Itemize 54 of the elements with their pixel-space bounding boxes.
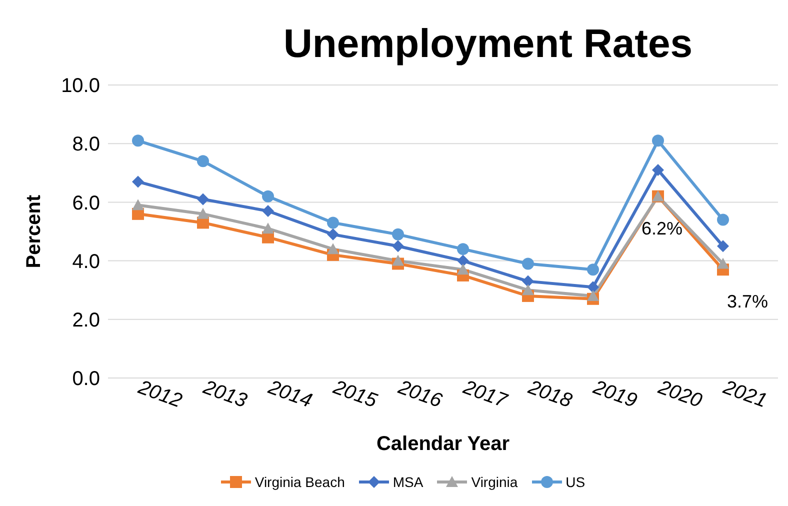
y-tick-label: 2.0 bbox=[72, 310, 100, 332]
point bbox=[652, 164, 664, 176]
point bbox=[197, 208, 209, 219]
x-tick-label: 2021 bbox=[719, 376, 770, 412]
y-tick-label: 8.0 bbox=[72, 134, 100, 156]
point bbox=[457, 254, 469, 267]
point bbox=[587, 264, 599, 276]
point bbox=[717, 258, 729, 269]
x-tick-label: 2018 bbox=[524, 376, 575, 412]
y-tick-label: 6.0 bbox=[72, 192, 100, 214]
y-tick-label: 10.0 bbox=[61, 75, 100, 98]
y-axis-title: Percent bbox=[23, 194, 46, 268]
point bbox=[132, 199, 144, 210]
point bbox=[652, 134, 664, 147]
point bbox=[392, 228, 404, 240]
x-tick-label: 2013 bbox=[199, 376, 250, 412]
legend-label: US bbox=[566, 474, 586, 490]
point bbox=[132, 176, 144, 188]
x-tick-label: 2019 bbox=[589, 376, 640, 412]
x-tick-label: 2014 bbox=[264, 376, 315, 412]
chart-title: Unemployment Rates bbox=[282, 22, 694, 67]
point bbox=[262, 222, 274, 234]
point bbox=[262, 190, 274, 202]
legend-label: MSA bbox=[392, 474, 424, 490]
legend-label: Virginia Beach bbox=[254, 474, 345, 490]
x-tick-label: 2020 bbox=[654, 376, 705, 412]
point bbox=[457, 264, 469, 275]
point bbox=[327, 243, 339, 254]
point bbox=[587, 290, 599, 301]
point bbox=[197, 155, 209, 168]
point bbox=[197, 193, 209, 206]
point bbox=[587, 281, 599, 294]
point bbox=[522, 284, 534, 296]
point bbox=[327, 228, 339, 240]
y-tick-label: 0.0 bbox=[72, 368, 100, 390]
point bbox=[392, 240, 404, 252]
data-label: 6.2% bbox=[641, 218, 683, 238]
point bbox=[522, 275, 534, 288]
x-tick-label: 2017 bbox=[459, 376, 511, 413]
x-tick-label: 2016 bbox=[394, 376, 446, 413]
point bbox=[262, 204, 274, 217]
x-axis-title: Calendar Year bbox=[376, 433, 510, 455]
point bbox=[717, 240, 729, 252]
point bbox=[392, 254, 404, 266]
x-tick-label: 2015 bbox=[329, 376, 381, 413]
point bbox=[522, 258, 534, 270]
point bbox=[457, 243, 469, 256]
point bbox=[327, 216, 339, 229]
x-tick-label: 2012 bbox=[134, 376, 185, 412]
point bbox=[132, 134, 144, 147]
data-label: 3.7% bbox=[727, 292, 768, 312]
point bbox=[717, 214, 729, 226]
legend-label: Virginia bbox=[471, 474, 518, 490]
y-tick-label: 4.0 bbox=[72, 250, 100, 273]
